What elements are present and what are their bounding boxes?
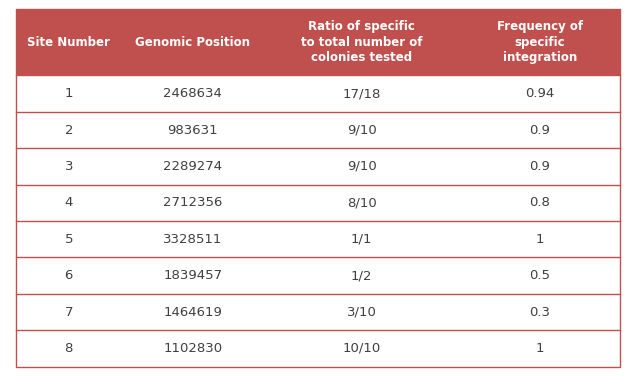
Text: 17/18: 17/18 — [343, 87, 381, 100]
FancyBboxPatch shape — [16, 76, 620, 112]
Text: 2712356: 2712356 — [163, 196, 223, 209]
Text: 1: 1 — [536, 233, 544, 246]
Text: 3: 3 — [64, 160, 73, 173]
Text: 7: 7 — [64, 306, 73, 318]
Text: 1839457: 1839457 — [163, 269, 222, 282]
FancyBboxPatch shape — [16, 258, 620, 294]
Text: 1464619: 1464619 — [163, 306, 222, 318]
Text: 8: 8 — [65, 342, 73, 355]
FancyBboxPatch shape — [16, 9, 620, 76]
Text: 6: 6 — [65, 269, 73, 282]
Text: 4: 4 — [65, 196, 73, 209]
Text: 1102830: 1102830 — [163, 342, 222, 355]
FancyBboxPatch shape — [16, 148, 620, 185]
Text: 2289274: 2289274 — [163, 160, 222, 173]
Text: 1: 1 — [64, 87, 73, 100]
Text: 1/1: 1/1 — [351, 233, 373, 246]
Text: 5: 5 — [64, 233, 73, 246]
FancyBboxPatch shape — [16, 221, 620, 258]
Text: Genomic Position: Genomic Position — [135, 36, 250, 49]
Text: 2: 2 — [64, 124, 73, 136]
Text: 3/10: 3/10 — [347, 306, 377, 318]
Text: Ratio of specific
to total number of
colonies tested: Ratio of specific to total number of col… — [301, 20, 422, 64]
Text: 2468634: 2468634 — [163, 87, 222, 100]
Text: Frequency of
specific
integration: Frequency of specific integration — [497, 20, 583, 64]
FancyBboxPatch shape — [16, 294, 620, 330]
Text: Site Number: Site Number — [27, 36, 110, 49]
Text: 9/10: 9/10 — [347, 160, 377, 173]
Text: 1: 1 — [536, 342, 544, 355]
Text: 10/10: 10/10 — [343, 342, 381, 355]
Text: 3328511: 3328511 — [163, 233, 223, 246]
Text: 0.8: 0.8 — [530, 196, 551, 209]
FancyBboxPatch shape — [16, 112, 620, 148]
Text: 0.3: 0.3 — [530, 306, 551, 318]
Text: 9/10: 9/10 — [347, 124, 377, 136]
Text: 8/10: 8/10 — [347, 196, 377, 209]
FancyBboxPatch shape — [16, 185, 620, 221]
Text: 1/2: 1/2 — [351, 269, 373, 282]
Text: 0.94: 0.94 — [525, 87, 555, 100]
Text: 0.9: 0.9 — [530, 124, 551, 136]
Text: 0.9: 0.9 — [530, 160, 551, 173]
Text: 0.5: 0.5 — [530, 269, 551, 282]
Text: 983631: 983631 — [167, 124, 218, 136]
FancyBboxPatch shape — [16, 330, 620, 367]
